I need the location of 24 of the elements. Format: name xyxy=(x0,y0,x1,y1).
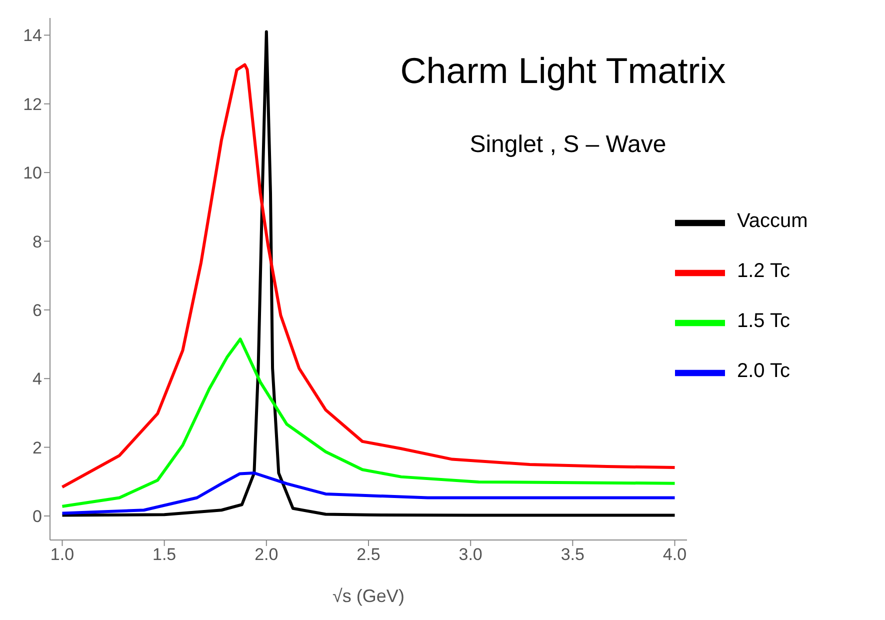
x-tick-label: 2.5 xyxy=(356,545,380,564)
legend-label: 2.0 Tc xyxy=(737,360,790,382)
x-tick-label: 3.5 xyxy=(560,545,584,564)
y-tick-label: 10 xyxy=(23,164,42,183)
x-axis-title: √s (GeV) xyxy=(332,586,404,606)
x-tick-label: 1.5 xyxy=(152,545,176,564)
text: Singlet , S – Wave xyxy=(468,131,668,159)
line-series xyxy=(60,338,676,508)
y-tick-label: 8 xyxy=(32,232,42,252)
y-tick-label: 4 xyxy=(32,370,42,389)
y-tick-label: 14 xyxy=(23,26,42,46)
line-series xyxy=(60,472,676,515)
y-tick-label: 0 xyxy=(32,506,42,526)
legend-label: 1.5 Tc xyxy=(737,310,790,332)
legend-label: 1.2 Tc xyxy=(737,260,790,282)
x-tick-label: 4.0 xyxy=(662,545,687,564)
x-tick-label: 3.0 xyxy=(458,545,482,564)
y-tick-label: 12 xyxy=(23,94,42,114)
legend-label: Vaccum xyxy=(737,210,808,232)
x-tick-label: 2.0 xyxy=(254,545,278,564)
y-tick-label: 2 xyxy=(32,438,42,458)
x-tick-label: 1.0 xyxy=(50,545,74,564)
y-tick-label: 6 xyxy=(32,300,42,320)
text: Charm Light Tmatrix xyxy=(399,50,727,92)
